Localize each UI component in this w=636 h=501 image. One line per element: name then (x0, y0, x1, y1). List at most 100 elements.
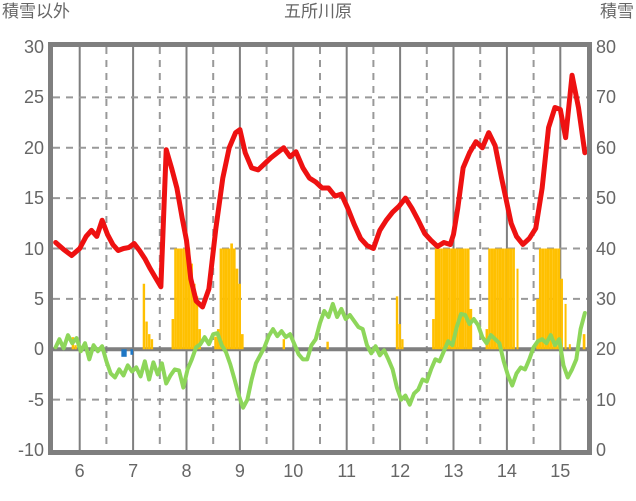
bar (142, 283, 146, 350)
bar (464, 248, 467, 350)
bar-series (121, 349, 134, 357)
y-axis-left-tick-label: 20 (23, 137, 44, 158)
bar (440, 248, 443, 350)
bar (222, 248, 225, 350)
bar (506, 248, 510, 350)
bar (458, 248, 462, 350)
data-line (53, 301, 587, 410)
x-axis-tick-label: 13 (443, 461, 464, 481)
x-axis-tick-label: 12 (390, 461, 411, 481)
y-axis-right-tick-label: 60 (596, 137, 617, 158)
bar-series (71, 243, 586, 350)
bar (214, 336, 217, 350)
bar (401, 339, 404, 350)
bar (395, 296, 399, 350)
bar (549, 248, 553, 350)
bar (501, 248, 505, 350)
bar (490, 248, 494, 350)
y-axis-left-tick-label: 25 (23, 87, 44, 108)
plot-inner (53, 47, 587, 450)
y-axis-right-tick-label: 0 (596, 440, 607, 460)
bar (512, 248, 515, 350)
bar (184, 248, 188, 350)
bar (227, 248, 231, 350)
x-axis-tick-label: 10 (283, 461, 304, 481)
bar (496, 248, 499, 350)
bar (230, 243, 233, 350)
bar (232, 248, 236, 350)
bar (282, 339, 286, 350)
right-axis-caption: 積雪 (600, 2, 634, 21)
bar (187, 248, 191, 350)
bar (509, 248, 513, 350)
y-axis-right-tick-label: 20 (596, 339, 617, 360)
bar (504, 248, 507, 350)
bar (568, 344, 571, 350)
bar (456, 248, 459, 350)
bar (219, 248, 223, 350)
bar (235, 268, 239, 350)
bar (326, 341, 329, 350)
bar (560, 278, 563, 350)
x-axis-tick-label: 11 (337, 461, 357, 481)
bar (432, 319, 435, 350)
bar (498, 248, 502, 350)
bar (461, 248, 465, 350)
bar (190, 263, 193, 350)
bar (538, 248, 542, 350)
x-axis-tick-label: 8 (181, 461, 192, 481)
bar (493, 248, 497, 350)
y-axis-right-tick-label: 30 (596, 288, 617, 309)
left-axis-caption: 積雪以外 (2, 2, 70, 21)
bar (145, 321, 148, 350)
y-axis-left-tick-label: 15 (23, 188, 44, 209)
x-axis-tick-label: 14 (496, 461, 517, 481)
y-axis-left-tick-label: -10 (17, 440, 44, 460)
bar (198, 329, 201, 350)
bar (448, 248, 451, 350)
y-axis-right-tick-label: 50 (596, 188, 617, 209)
bar (466, 248, 470, 350)
bar (536, 298, 539, 350)
bar (554, 248, 558, 350)
plot-svg (53, 47, 587, 450)
bar (442, 248, 446, 350)
bar (582, 334, 586, 350)
bar (488, 248, 491, 350)
bar (434, 248, 438, 350)
bar (130, 349, 134, 355)
bar (541, 248, 545, 350)
bar (516, 268, 519, 350)
bar (437, 248, 441, 350)
bar (238, 283, 241, 350)
bar (240, 334, 244, 350)
y-axis-left-tick-label: 5 (33, 288, 44, 309)
bar (546, 248, 550, 350)
y-axis-right-tick-label: 40 (596, 238, 617, 259)
bar (398, 324, 401, 350)
bar (445, 248, 449, 350)
bar (453, 248, 457, 350)
bar (174, 248, 177, 350)
plot-area (48, 42, 592, 455)
y-axis-left-tick-label: 10 (23, 238, 44, 259)
bar (171, 319, 175, 350)
bar (121, 349, 127, 357)
bar (564, 303, 567, 350)
y-axis-right-tick-label: 80 (596, 37, 617, 57)
x-axis-tick-label: 7 (128, 461, 139, 481)
bar (552, 248, 555, 350)
x-axis-tick-label: 9 (234, 461, 245, 481)
bar (544, 248, 547, 350)
bar (450, 248, 454, 350)
bar (176, 248, 180, 350)
bar (148, 334, 151, 350)
x-axis-tick-label: 6 (74, 461, 85, 481)
data-line (53, 72, 587, 310)
y-axis-right-tick-label: 70 (596, 87, 617, 108)
y-axis-left-tick-label: 30 (23, 37, 44, 57)
y-axis-left-tick-label: 0 (33, 339, 44, 360)
bar (179, 248, 183, 350)
bar (192, 283, 196, 350)
